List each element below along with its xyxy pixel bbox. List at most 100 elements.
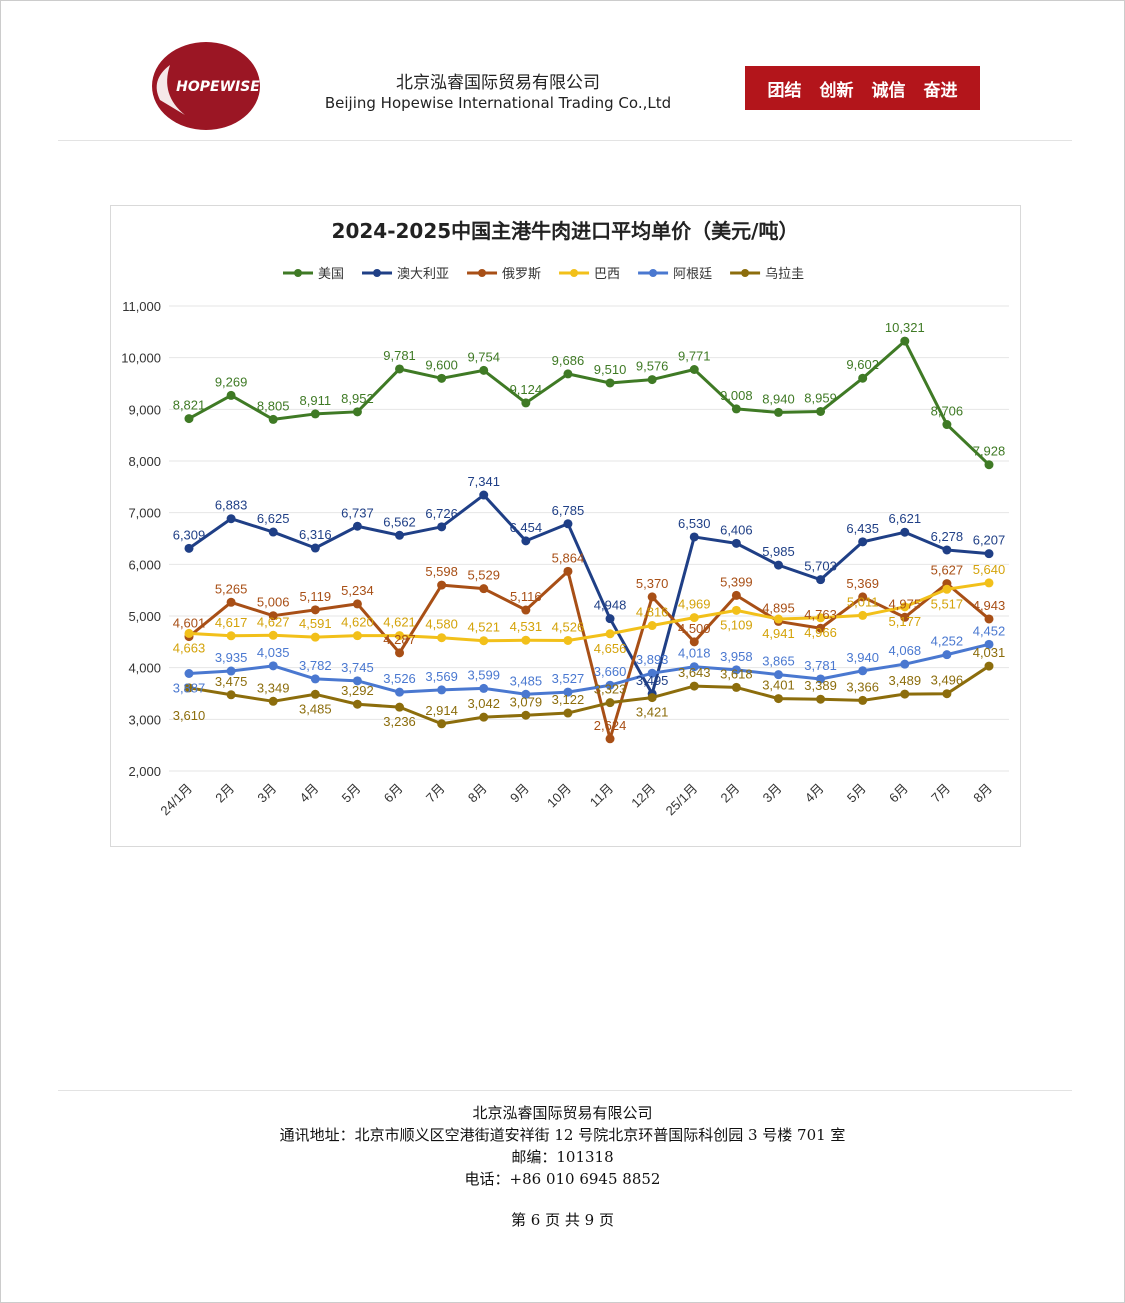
data-label: 4,601 <box>173 616 206 631</box>
data-point <box>605 680 615 690</box>
data-point <box>731 682 741 692</box>
data-label: 4,941 <box>762 626 795 641</box>
data-point <box>773 614 783 624</box>
data-label: 4,617 <box>215 615 248 630</box>
footer-postcode: 邮编：101318 <box>511 1148 614 1166</box>
company-name-en: Beijing Hopewise International Trading C… <box>324 94 672 112</box>
data-label: 5,116 <box>510 589 542 604</box>
data-point <box>773 694 783 704</box>
data-point <box>816 406 826 416</box>
data-point <box>226 597 236 607</box>
footer-divider <box>58 1090 1072 1091</box>
data-point <box>395 648 405 658</box>
data-point <box>858 373 868 383</box>
data-label: 8,805 <box>257 398 290 413</box>
data-label: 3,475 <box>215 674 248 689</box>
data-point <box>437 633 447 643</box>
data-point <box>521 710 531 720</box>
y-tick-label: 11,000 <box>122 299 161 314</box>
data-label: 3,485 <box>510 673 543 688</box>
data-point <box>858 666 868 676</box>
x-tick-label: 24/1月 <box>157 781 195 819</box>
data-point <box>184 414 194 424</box>
data-label: 4,031 <box>973 645 1006 660</box>
data-point <box>310 674 320 684</box>
data-label: 9,602 <box>846 357 879 372</box>
data-label: 6,530 <box>678 516 711 531</box>
data-point <box>226 631 236 641</box>
motto-word: 创新 <box>819 80 854 101</box>
data-label: 4,580 <box>425 617 458 632</box>
data-label: 9,510 <box>594 362 627 377</box>
data-point <box>521 635 531 645</box>
data-label: 5,627 <box>931 563 964 578</box>
data-label: 3,599 <box>467 667 500 682</box>
data-label: 3,495 <box>636 673 669 688</box>
chart-title: 2024-2025中国主港牛肉进口平均单价（美元/吨） <box>332 219 799 243</box>
data-point <box>942 650 952 660</box>
data-point <box>900 527 910 537</box>
data-label: 5,640 <box>973 562 1006 577</box>
data-label: 5,119 <box>300 589 332 604</box>
data-point <box>647 621 657 631</box>
data-label: 4,966 <box>804 625 837 640</box>
data-point <box>563 566 573 576</box>
data-point <box>479 712 489 722</box>
data-point <box>352 407 362 417</box>
data-label: 3,893 <box>636 652 669 667</box>
data-label: 3,527 <box>552 671 585 686</box>
data-label: 3,079 <box>510 694 543 709</box>
data-point <box>984 639 994 649</box>
data-label: 8,952 <box>341 391 374 406</box>
data-label: 4,620 <box>341 615 374 630</box>
data-point <box>563 519 573 529</box>
motto-word: 奋进 <box>923 80 958 101</box>
data-label: 3,935 <box>215 650 248 665</box>
data-point <box>900 659 910 669</box>
data-point <box>184 683 194 693</box>
x-tick-label: 9月 <box>507 781 532 806</box>
data-point <box>900 602 910 612</box>
data-label: 3,485 <box>299 701 332 716</box>
data-label: 5,177 <box>889 614 922 629</box>
data-point <box>605 614 615 624</box>
x-tick-label: 7月 <box>928 781 953 806</box>
data-point <box>689 364 699 374</box>
data-point <box>858 695 868 705</box>
y-tick-label: 3,000 <box>128 712 161 727</box>
data-label: 3,042 <box>467 696 500 711</box>
legend-marker <box>741 269 750 277</box>
data-point <box>395 702 405 712</box>
series-line <box>188 569 990 741</box>
data-point <box>352 699 362 709</box>
data-point <box>521 605 531 615</box>
motto-word: 团结 <box>767 80 802 101</box>
data-point <box>984 661 994 671</box>
data-label: 6,785 <box>552 503 585 518</box>
data-point <box>437 685 447 695</box>
data-point <box>268 611 278 621</box>
data-point <box>858 592 868 602</box>
data-point <box>984 578 994 588</box>
data-label: 4,526 <box>552 619 585 634</box>
data-label: 5,399 <box>720 574 753 589</box>
data-point <box>816 674 826 684</box>
data-point <box>563 687 573 697</box>
data-label: 4,068 <box>889 643 922 658</box>
y-tick-label: 7,000 <box>128 506 161 521</box>
data-point <box>352 631 362 641</box>
data-point <box>437 580 447 590</box>
data-label: 9,124 <box>510 382 543 397</box>
data-label: 4,969 <box>678 597 711 612</box>
data-label: 6,207 <box>973 533 1006 548</box>
header-divider <box>58 140 1072 141</box>
data-point <box>858 537 868 547</box>
series-line <box>188 664 990 726</box>
motto-banner: 团结 创新 诚信 奋进 <box>745 66 980 110</box>
data-label: 6,621 <box>889 511 922 526</box>
data-label: 8,940 <box>762 391 795 406</box>
x-tick-label: 4月 <box>802 781 827 806</box>
data-point <box>226 666 236 676</box>
data-label: 4,591 <box>299 616 332 631</box>
data-label: 6,435 <box>846 521 879 536</box>
